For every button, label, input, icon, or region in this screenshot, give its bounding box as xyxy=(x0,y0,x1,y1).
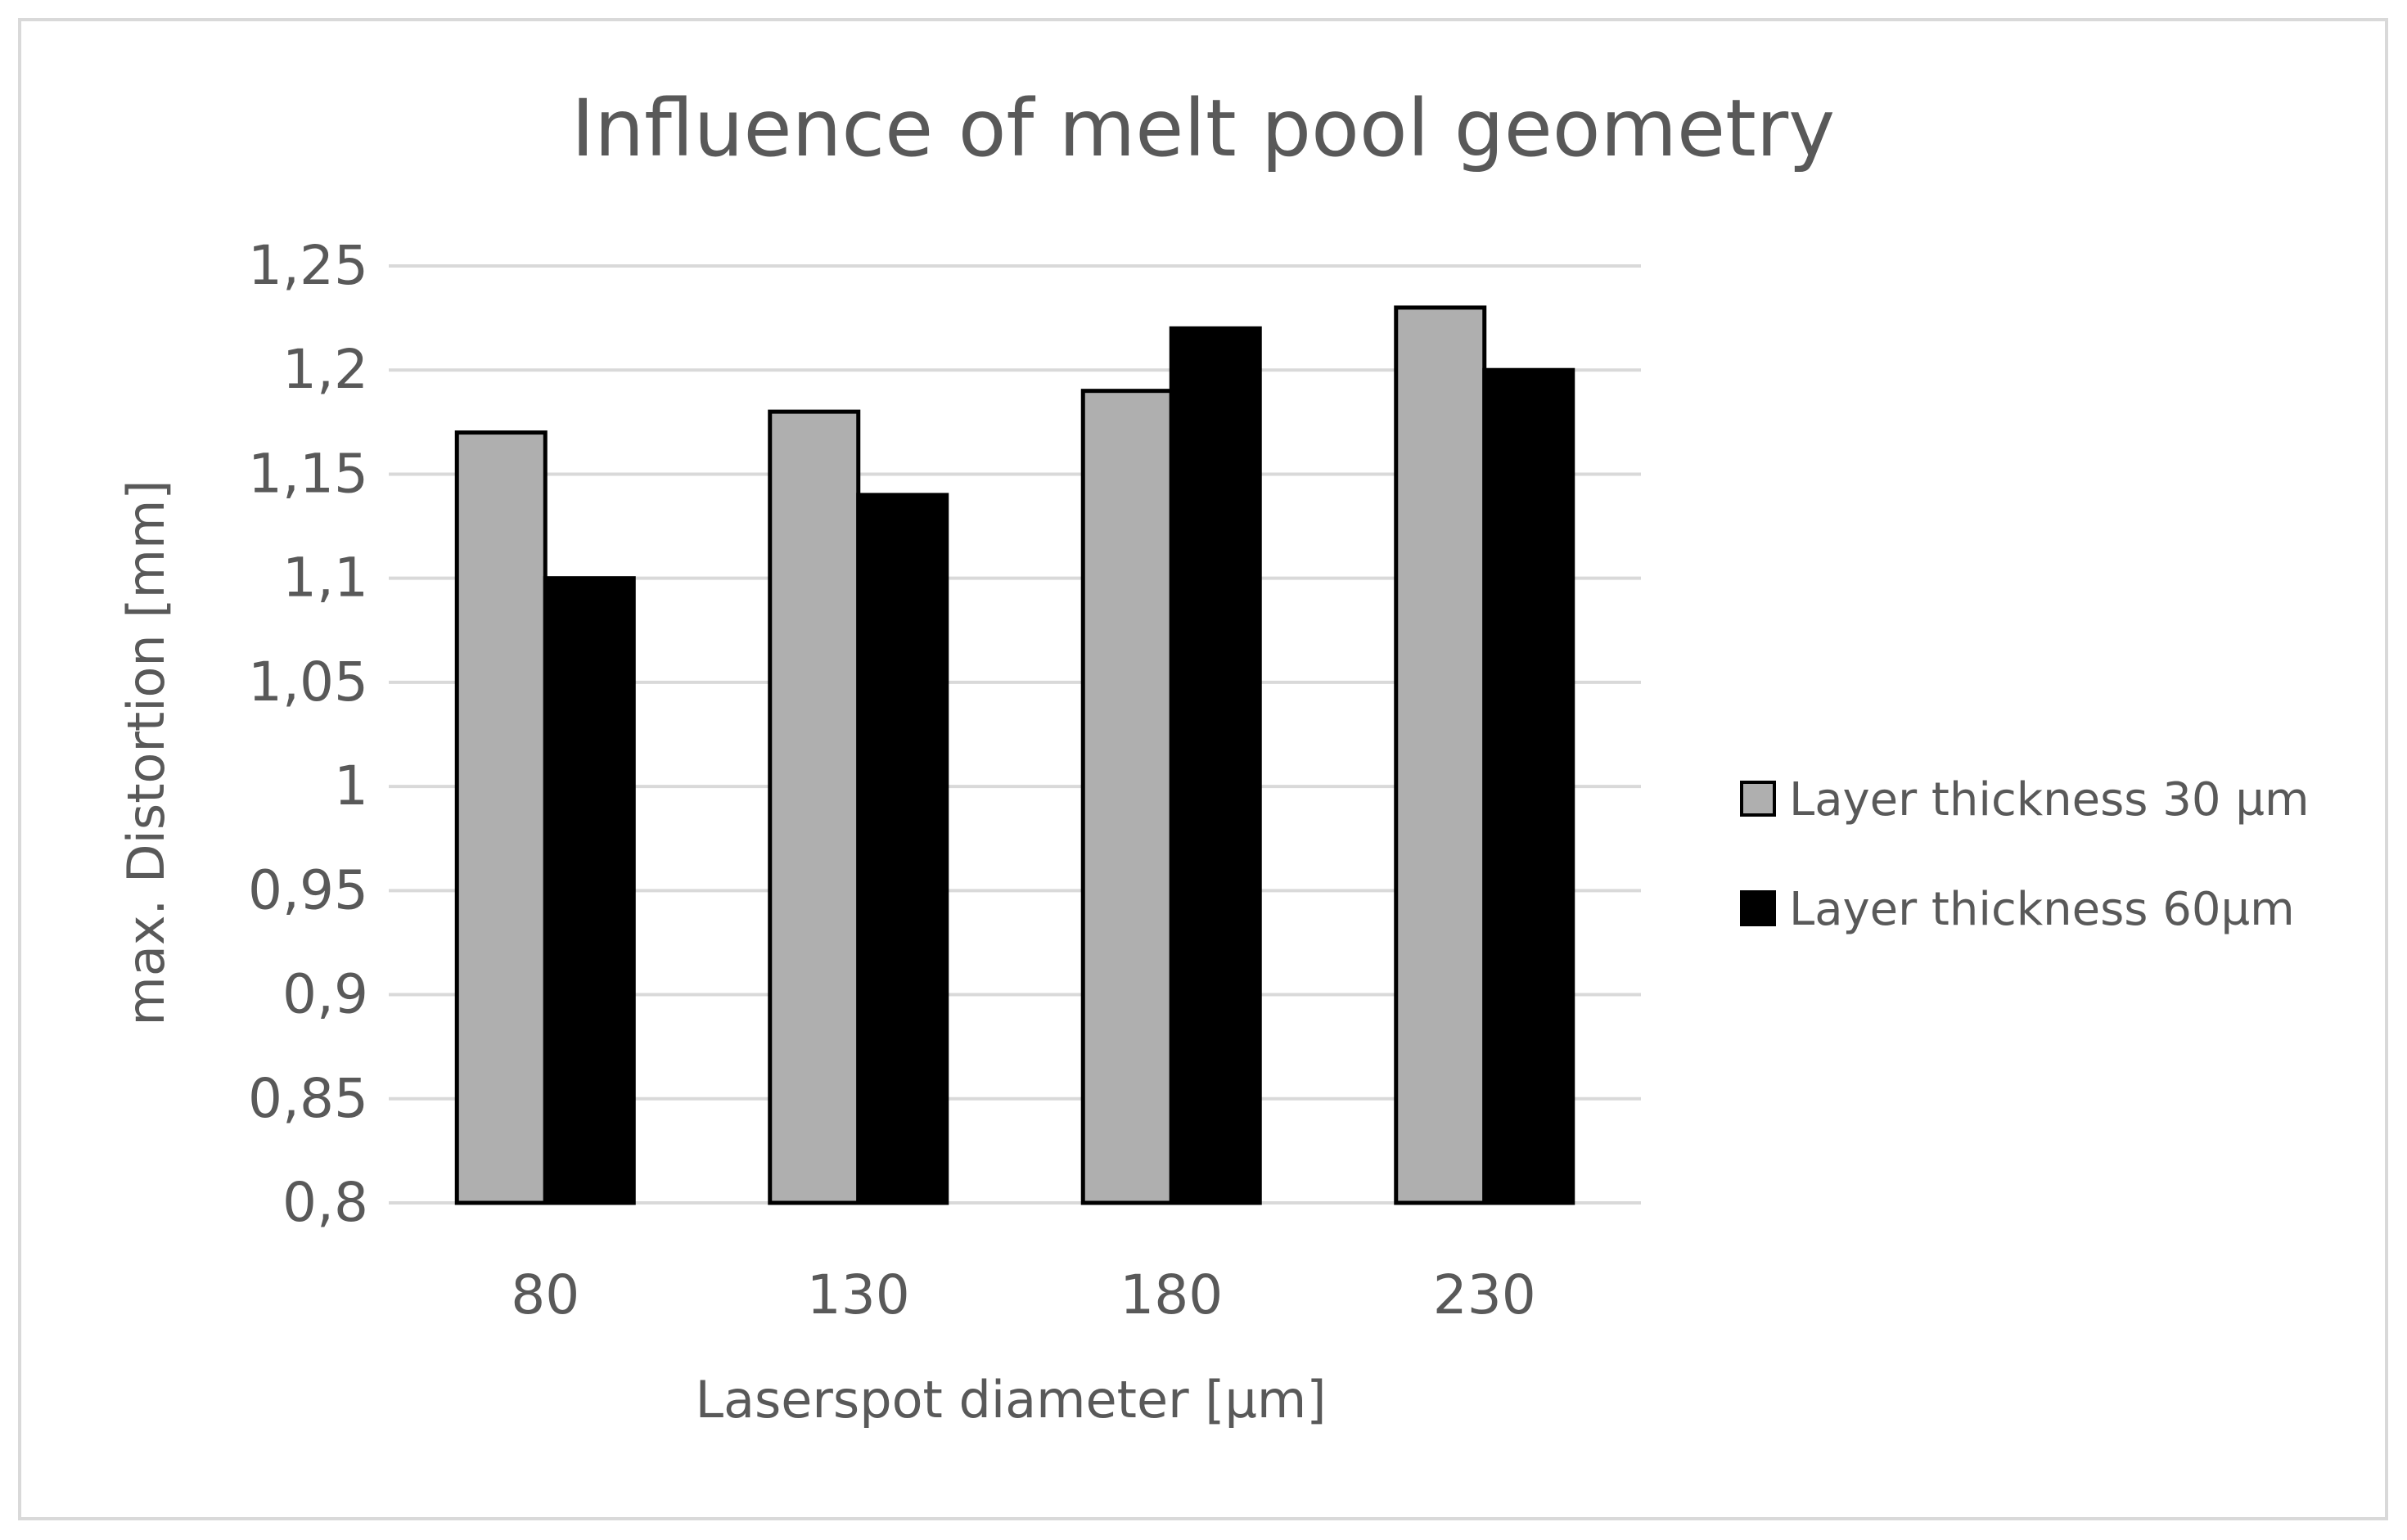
x-tick-label: 230 xyxy=(1433,1263,1536,1326)
bar-series-2-180 xyxy=(1169,326,1262,1205)
y-tick-label: 1,25 xyxy=(248,234,368,297)
x-tick-label: 130 xyxy=(807,1263,910,1326)
y-tick-label: 0,95 xyxy=(248,858,368,921)
y-tick-label: 0,9 xyxy=(282,963,368,1026)
bar-series-2-230 xyxy=(1482,367,1575,1205)
legend-swatch-series-1 xyxy=(1740,781,1776,817)
y-axis-ticks: 0,8 0,85 0,9 0,95 1 1,05 1,1 1,15 1,2 1,25 xyxy=(248,234,368,1234)
bar-series-1-130 xyxy=(768,409,861,1205)
legend: Layer thickness 30 µm Layer thickness 60µ… xyxy=(1740,773,2310,936)
y-tick-label: 0,85 xyxy=(248,1067,368,1130)
x-tick-label: 80 xyxy=(511,1263,579,1326)
y-tick-label: 1,1 xyxy=(282,547,368,610)
bar-series-1-80 xyxy=(454,430,548,1205)
y-tick-label: 0,8 xyxy=(282,1171,368,1234)
y-tick-label: 1 xyxy=(334,754,368,817)
legend-label-series-2: Layer thickness 60µm xyxy=(1789,883,2295,936)
bar-series-1-230 xyxy=(1394,305,1487,1205)
legend-label-series-1: Layer thickness 30 µm xyxy=(1789,773,2310,826)
bar-series-2-80 xyxy=(543,576,636,1205)
legend-swatch-series-2 xyxy=(1740,890,1776,926)
x-axis-label: Laserspot diameter [µm] xyxy=(695,1370,1326,1430)
y-axis-label: max. Distortion [mm] xyxy=(116,480,176,1025)
x-axis-ticks: 80 130 180 230 xyxy=(511,1263,1535,1326)
x-tick-label: 180 xyxy=(1120,1263,1223,1326)
y-tick-label: 1,15 xyxy=(248,442,368,505)
bar-series-2-130 xyxy=(856,493,949,1205)
bars xyxy=(454,305,1575,1205)
y-tick-label: 1,2 xyxy=(282,338,368,401)
bar-series-1-180 xyxy=(1080,389,1174,1205)
y-tick-label: 1,05 xyxy=(248,651,368,714)
chart-title: Influence of melt pool geometry xyxy=(571,83,1835,174)
